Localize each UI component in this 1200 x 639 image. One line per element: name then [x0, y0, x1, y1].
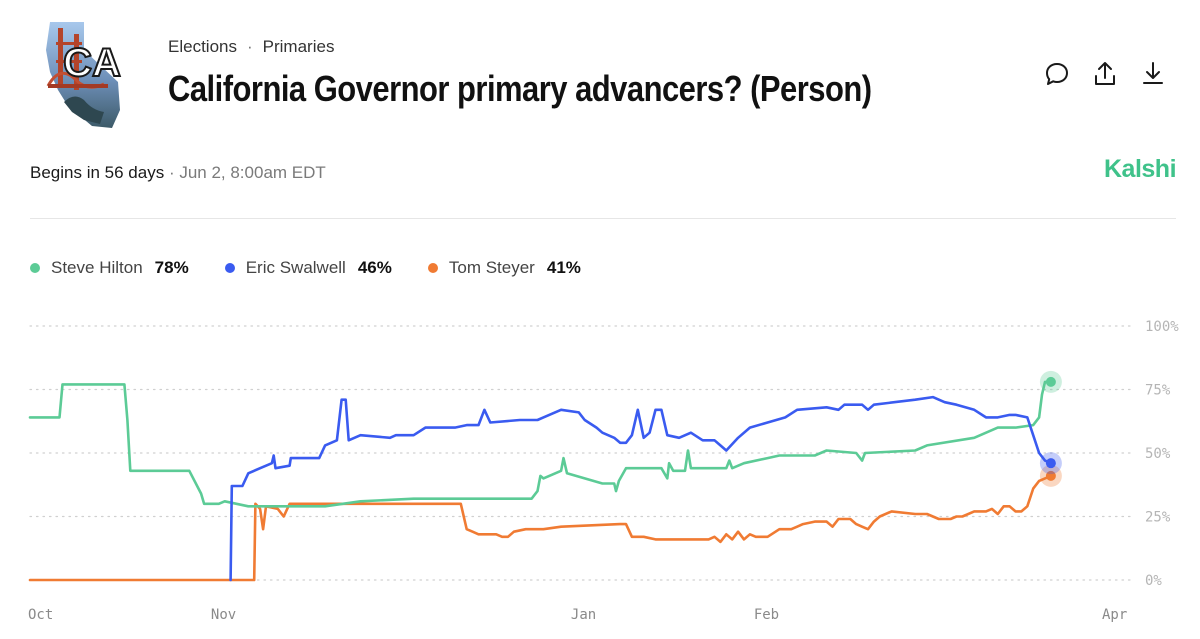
- x-tick-label: Jan: [571, 607, 596, 623]
- event-timing: Begins in 56 days · Jun 2, 8:00am EDT: [30, 163, 326, 183]
- kalshi-logo[interactable]: Kalshi: [1104, 155, 1177, 183]
- chart-legend: Steve Hilton 78% Eric Swalwell 46% Tom S…: [30, 258, 581, 278]
- legend-dot-icon: [427, 263, 438, 273]
- y-tick-label: 25%: [1145, 510, 1171, 526]
- page-title: California Governor primary advancers? (…: [168, 68, 872, 109]
- legend-pct: 46%: [357, 258, 392, 277]
- breadcrumb-elections[interactable]: Elections: [168, 37, 237, 56]
- download-icon[interactable]: [1140, 60, 1166, 88]
- y-tick-label: 50%: [1145, 446, 1171, 462]
- x-tick-label: Feb: [754, 607, 779, 623]
- legend-dot-icon: [30, 263, 40, 273]
- end-point: [1045, 470, 1056, 481]
- event-date: · Jun 2, 8:00am EDT: [168, 163, 326, 182]
- divider: [30, 218, 1176, 219]
- legend-pct: 78%: [154, 258, 189, 277]
- legend-name: Steve Hilton: [51, 258, 143, 277]
- action-bar: [1044, 60, 1166, 88]
- legend-name: Eric Swalwell: [245, 258, 346, 277]
- y-tick-label: 0%: [1145, 573, 1162, 589]
- legend-item-swalwell[interactable]: Eric Swalwell 46%: [224, 258, 392, 278]
- y-tick-label: 75%: [1145, 383, 1171, 399]
- series-line-tom-steyer: [28, 474, 1053, 582]
- series-line-eric-swalwell: [229, 395, 1053, 582]
- breadcrumb-separator: ·: [246, 37, 253, 56]
- x-tick-label: Nov: [211, 607, 236, 623]
- california-logo: CA: [46, 22, 122, 128]
- breadcrumb-primaries[interactable]: Primaries: [262, 37, 335, 56]
- end-point: [1045, 376, 1056, 387]
- legend-item-hilton[interactable]: Steve Hilton 78%: [30, 258, 189, 278]
- legend-dot-icon: [224, 263, 235, 273]
- share-icon[interactable]: [1092, 60, 1118, 88]
- end-point: [1045, 458, 1056, 469]
- comment-icon[interactable]: [1044, 60, 1070, 88]
- begins-text: Begins in 56 days: [30, 163, 165, 182]
- breadcrumb: Elections · Primaries: [168, 37, 334, 57]
- legend-name: Tom Steyer: [448, 258, 535, 277]
- y-tick-label: 100%: [1145, 319, 1179, 335]
- x-tick-label: Apr: [1102, 607, 1127, 623]
- legend-item-steyer[interactable]: Tom Steyer 41%: [427, 258, 581, 278]
- price-chart[interactable]: 100% 75% 50% 25% 0% Oct Nov Jan Feb Apr: [0, 300, 1200, 639]
- legend-pct: 41%: [546, 258, 581, 277]
- x-tick-label: Oct: [28, 607, 53, 623]
- series-line-steve-hilton: [28, 380, 1053, 508]
- logo-text: CA: [63, 41, 121, 85]
